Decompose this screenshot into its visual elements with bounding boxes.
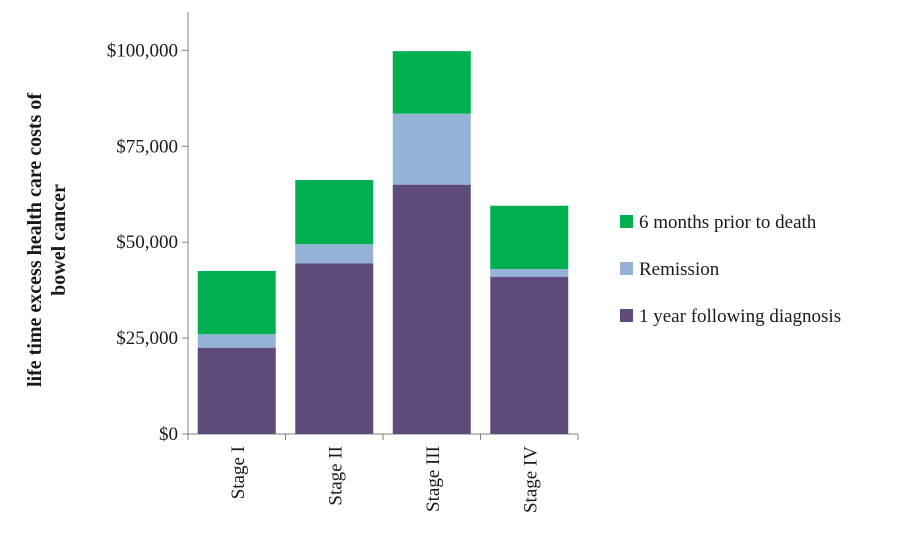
bar-segment	[392, 184, 471, 434]
y-tick-label: $25,000	[116, 328, 178, 349]
bar-segment	[295, 263, 374, 434]
bar-segment	[197, 347, 276, 434]
bar-segment	[490, 269, 569, 277]
y-axis-title-line-2: bowel cancer	[48, 184, 70, 296]
bars	[197, 51, 569, 434]
x-tick-label: Stage I	[228, 446, 249, 499]
y-tick-label: $50,000	[116, 232, 178, 253]
bar-segment	[295, 180, 374, 245]
x-tick-label: Stage II	[325, 446, 346, 506]
y-tick-label: $0	[159, 424, 178, 445]
legend: 6 months prior to death Remission 1 year f…	[620, 212, 841, 327]
bar-segment	[392, 113, 471, 185]
bar-segment	[197, 270, 276, 335]
legend-label: Remission	[639, 259, 720, 280]
legend-swatch	[620, 215, 633, 228]
legend-swatch	[620, 262, 633, 275]
legend-label: 1 year following diagnosis	[639, 306, 841, 327]
y-tick-label: $75,000	[116, 136, 178, 157]
x-tick-label: Stage III	[423, 446, 444, 512]
bar-segment	[197, 334, 276, 348]
x-tick-label: Stage IV	[520, 446, 541, 513]
y-tick-label: $100,000	[107, 40, 178, 61]
legend-swatch	[620, 309, 633, 322]
y-tick-labels: $0 $25,000 $50,000 $75,000 $100,000	[107, 40, 188, 445]
x-tick-labels: Stage I Stage II Stage III Stage IV	[228, 446, 542, 513]
y-axis-title-line-1: life time excess health care costs of	[24, 93, 46, 387]
bar-segment	[295, 244, 374, 264]
bar-segment	[490, 276, 569, 434]
legend-label: 6 months prior to death	[639, 212, 817, 233]
bar-segment	[490, 205, 569, 270]
y-axis-title: life time excess health care costs of bo…	[24, 93, 70, 387]
bar-segment	[392, 51, 471, 114]
